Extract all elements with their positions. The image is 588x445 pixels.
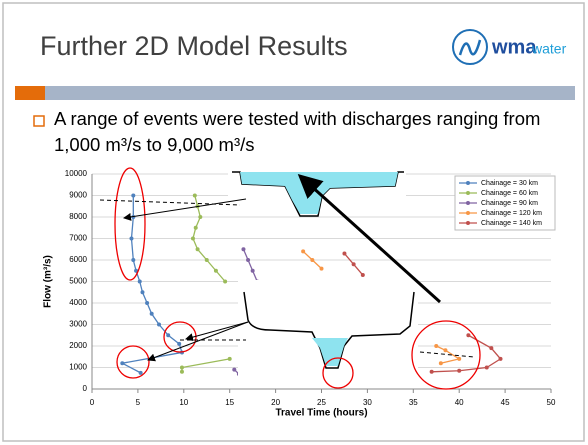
data-point [120, 361, 124, 365]
data-point [457, 357, 461, 361]
legend-dot [466, 181, 470, 185]
x-tick-label: 45 [501, 398, 510, 407]
data-point [205, 258, 209, 262]
data-point [193, 194, 197, 198]
data-point [485, 366, 489, 370]
data-point [352, 262, 356, 266]
data-point [180, 370, 184, 374]
x-tick-label: 20 [271, 398, 280, 407]
legend-label: Chainage = 90 km [481, 200, 538, 207]
logo-text: wma [491, 36, 537, 58]
data-point [310, 258, 314, 262]
y-tick-label: 5000 [69, 277, 87, 286]
data-point [140, 290, 144, 294]
data-point [434, 344, 438, 348]
x-tick-label: 35 [409, 398, 418, 407]
data-point [223, 280, 227, 284]
data-point [499, 357, 503, 361]
slide-title: Further 2D Model Results [40, 31, 348, 61]
data-point [301, 249, 305, 253]
slide: Further 2D Model Results wma water A ran… [0, 0, 588, 445]
y-tick-label: 8000 [69, 212, 87, 221]
data-point [177, 342, 181, 346]
y-tick-label: 1000 [69, 363, 87, 372]
data-point [150, 312, 154, 316]
x-tick-label: 10 [179, 398, 188, 407]
data-point [439, 361, 443, 365]
data-point [129, 237, 133, 241]
data-point [251, 269, 255, 273]
y-tick-label: 3000 [69, 320, 87, 329]
x-tick-label: 40 [455, 398, 464, 407]
data-point [489, 346, 493, 350]
data-point [138, 280, 142, 284]
data-point [361, 273, 365, 277]
data-point [180, 366, 184, 370]
legend-dot [466, 211, 470, 215]
data-point [430, 370, 434, 374]
logo-sub: water [531, 41, 567, 57]
x-tick-label: 50 [547, 398, 556, 407]
legend-label: Chainage = 120 km [481, 210, 542, 217]
legend-dot [466, 221, 470, 225]
accent-bar [15, 86, 45, 100]
data-point [342, 252, 346, 256]
legend-dot [466, 201, 470, 205]
data-point [145, 301, 149, 305]
data-point [443, 348, 447, 352]
data-point [194, 226, 198, 230]
data-point [320, 267, 324, 271]
y-tick-label: 2000 [69, 341, 87, 350]
x-tick-label: 25 [317, 398, 326, 407]
bullet-text: A range of events were tested with disch… [54, 106, 574, 158]
chart: Further 2D Model Results wma water A ran… [0, 0, 588, 445]
legend-label: Chainage = 60 km [481, 190, 538, 197]
y-tick-label: 7000 [69, 234, 87, 243]
data-point [198, 215, 202, 219]
data-point [466, 333, 470, 337]
y-tick-label: 10000 [65, 169, 88, 178]
x-tick-label: 0 [90, 398, 95, 407]
x-tick-label: 5 [136, 398, 141, 407]
bullet-box: A range of events were tested with disch… [54, 106, 574, 166]
y-tick-label: 0 [83, 384, 88, 393]
y-tick-label: 9000 [69, 191, 87, 200]
legend-dot [466, 191, 470, 195]
data-point [191, 237, 195, 241]
data-point [241, 247, 245, 251]
data-point [232, 368, 236, 372]
data-point [196, 247, 200, 251]
legend-label: Chainage = 140 km [481, 220, 542, 227]
data-point [166, 333, 170, 337]
section-image [238, 280, 418, 385]
data-point [139, 371, 143, 375]
legend-label: Chainage = 30 km [481, 180, 538, 187]
x-tick-label: 30 [363, 398, 372, 407]
y-tick-label: 6000 [69, 255, 87, 264]
data-point [457, 369, 461, 373]
header-bar [45, 86, 575, 100]
y-tick-label: 4000 [69, 298, 87, 307]
data-point [214, 269, 218, 273]
data-point [157, 323, 161, 327]
x-axis-label: Travel Time (hours) [275, 408, 367, 419]
data-point [246, 258, 250, 262]
data-point [131, 258, 135, 262]
y-axis-label: Flow (m³/s) [43, 255, 54, 308]
legend: Chainage = 30 km Chainage = 60 km Chainage… [455, 176, 555, 230]
data-point [131, 194, 135, 198]
x-tick-label: 15 [225, 398, 234, 407]
data-point [228, 357, 232, 361]
